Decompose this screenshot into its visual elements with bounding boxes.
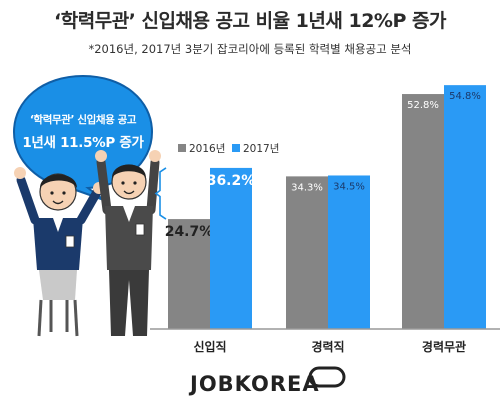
legend-swatch-1	[232, 144, 240, 152]
bar-2017-0	[210, 167, 252, 329]
bubble-text-line1: ‘학력무관’ 신입채용 공고	[29, 114, 137, 126]
chart-subtitle: *2016년, 2017년 3분기 잡코리아에 등록된 학력별 채용공고 분석	[88, 42, 412, 56]
data-label-1-0: 36.2%	[207, 173, 256, 189]
jobkorea-logo-mark	[308, 366, 346, 388]
increase-bracket	[154, 167, 167, 220]
data-label-1-1: 34.5%	[333, 181, 365, 192]
legend-label-0: 2016년	[189, 143, 225, 155]
bubble-text-line2: 1년새 11.5%P 증가	[22, 135, 144, 151]
cheering-workers-illustration	[14, 150, 161, 337]
x-tick-label-0: 신입직	[193, 339, 226, 354]
bar-2016-0	[168, 219, 210, 329]
data-label-1-2: 54.8%	[449, 91, 481, 102]
bar-2017-1	[328, 175, 370, 329]
data-label-0-1: 34.3%	[291, 182, 323, 193]
legend-swatch-0	[178, 144, 186, 152]
x-tick-label-1: 경력직	[311, 339, 344, 354]
data-label-0-0: 24.7%	[165, 224, 214, 240]
bar-2016-2	[402, 94, 444, 329]
data-label-0-2: 52.8%	[407, 100, 439, 111]
person-right	[95, 150, 161, 336]
chart-title: ‘학력무관’ 신입채용 공고 비율 1년새 12%P 증가	[54, 10, 446, 32]
jobkorea-logo: JOBKOREA	[190, 372, 320, 396]
bar-2017-2	[444, 85, 486, 329]
x-tick-label-2: 경력무관	[422, 339, 466, 354]
bar-2016-1	[286, 176, 328, 329]
legend-label-1: 2017년	[243, 143, 279, 155]
